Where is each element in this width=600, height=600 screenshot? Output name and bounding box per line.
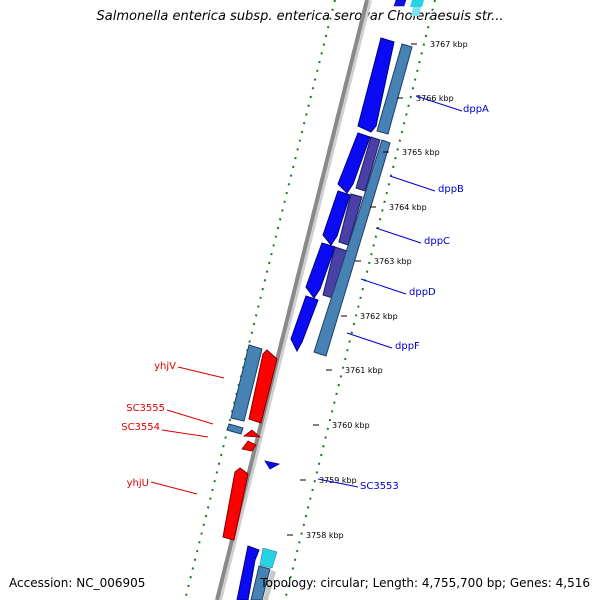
tick-label: 3764 kbp: [389, 203, 427, 212]
gene-bottom-blue[interactable]: [236, 545, 260, 600]
gene-label-dppA[interactable]: dppA: [463, 104, 489, 115]
gene-dppA-arrow[interactable]: [357, 37, 395, 133]
gene-label-yhjU[interactable]: yhjU: [127, 478, 149, 489]
tick-label: 3761 kbp: [345, 366, 383, 375]
gene-dppD-arrow[interactable]: [305, 242, 336, 299]
tick-label: 3759 kbp: [319, 476, 357, 485]
tick-label: 3760 kbp: [332, 421, 370, 430]
gene-SC3555-arrow[interactable]: [242, 429, 262, 438]
tick-label: 3763 kbp: [374, 257, 412, 266]
gene-top-blue[interactable]: [393, 0, 407, 7]
gene-label-dppB[interactable]: dppB: [438, 184, 464, 195]
gene-label-SC3553[interactable]: SC3553: [360, 481, 399, 492]
gene-label-SC3554[interactable]: SC3554: [121, 422, 160, 433]
tick-label: 3766 kbp: [416, 94, 454, 103]
gene-bottom-steel[interactable]: [250, 565, 271, 600]
gene-dppA-steel[interactable]: [376, 43, 413, 135]
gene-label-dppC[interactable]: dppC: [424, 236, 450, 247]
gene-top-cyan-light[interactable]: [411, 7, 421, 16]
gene-dppF-arrow[interactable]: [290, 295, 319, 353]
accession-text: Accession: NC_006905: [9, 576, 146, 590]
forward-label-lines: [317, 95, 463, 488]
gene-yhjV-steel[interactable]: [230, 344, 263, 422]
gene-dpp-steel-band[interactable]: [313, 139, 391, 357]
gene-dppB-arrow[interactable]: [337, 132, 371, 194]
gene-dppB-alt[interactable]: [355, 136, 381, 192]
gene-dppC-arrow[interactable]: [322, 190, 351, 246]
gene-SC3553-arrow[interactable]: [264, 460, 281, 470]
gene-yhjU-arrow[interactable]: [222, 467, 249, 541]
tick-label: 3765 kbp: [402, 148, 440, 157]
gene-label-SC3555[interactable]: SC3555: [126, 403, 165, 414]
gene-SC3554-arrow[interactable]: [241, 440, 257, 452]
kbp-ticks: 3767 kbp 3766 kbp 3765 kbp 3764 kbp 3763 kbp…: [287, 40, 468, 540]
reverse-label-lines: [150, 366, 225, 495]
genome-summary-text: Topology: circular; Length: 4,755,700 bp…: [260, 576, 590, 590]
map-title: Salmonella enterica subsp. enterica sero…: [96, 9, 504, 24]
gene-yhjV-arrow[interactable]: [248, 349, 278, 424]
gene-label-yhjV[interactable]: yhjV: [154, 361, 176, 372]
tick-label: 3758 kbp: [306, 531, 344, 540]
tick-label: 3767 kbp: [430, 40, 468, 49]
gene-top-cyan[interactable]: [410, 0, 424, 7]
gene-SC3555-steel[interactable]: [226, 423, 244, 435]
gene-bottom-light[interactable]: [263, 570, 276, 600]
gene-label-dppD[interactable]: dppD: [409, 287, 436, 298]
gene-label-dppF[interactable]: dppF: [395, 341, 420, 352]
tick-label: 3762 kbp: [360, 312, 398, 321]
gene-bottom-cyan[interactable]: [259, 547, 278, 569]
